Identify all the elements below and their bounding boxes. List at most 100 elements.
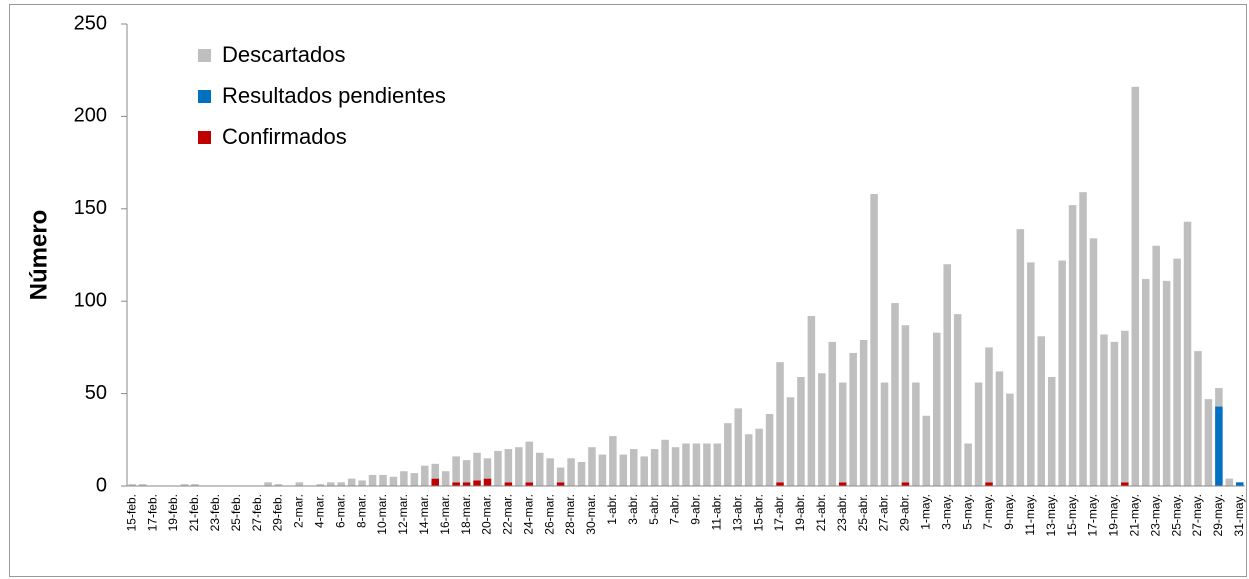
x-tick-label: 17-feb. <box>145 494 159 531</box>
bar <box>734 408 743 486</box>
bar <box>546 458 554 486</box>
bar <box>389 476 398 486</box>
bar <box>974 382 983 486</box>
y-tick-label: 50 <box>85 382 107 404</box>
x-tick-label: 11-abr. <box>710 494 724 530</box>
bar <box>640 456 648 486</box>
bar <box>1131 86 1140 486</box>
x-tick-label: 9-abr. <box>689 494 703 525</box>
legend-swatch <box>198 49 211 62</box>
bar <box>473 480 481 486</box>
bar <box>483 458 492 479</box>
bar <box>838 382 847 483</box>
y-tick-label: 150 <box>74 197 107 219</box>
bar <box>368 474 377 486</box>
x-tick-label: 8-mar. <box>354 494 368 528</box>
bar <box>1173 258 1181 486</box>
bar <box>295 482 304 486</box>
bar <box>316 484 325 486</box>
x-tick-label: 27-feb. <box>250 494 264 531</box>
x-tick-label: 13-may. <box>1044 494 1058 536</box>
bar <box>483 478 492 486</box>
bar <box>1162 280 1171 486</box>
x-tick-label: 28-mar. <box>563 494 577 535</box>
legend-label: Resultados pendientes <box>222 83 446 108</box>
x-tick-label: 13-abr. <box>730 494 744 531</box>
bar <box>828 341 837 486</box>
x-tick-label: 12-mar. <box>396 494 410 535</box>
bar <box>515 447 523 486</box>
bar <box>985 482 993 486</box>
bar <box>682 443 690 486</box>
x-tick-label: 4-mar. <box>312 494 326 528</box>
legend-swatch <box>198 90 211 103</box>
x-tick-label: 14-mar. <box>417 494 431 535</box>
bar <box>535 452 544 486</box>
y-axis-label: Número <box>25 210 52 301</box>
x-tick-label: 18-mar. <box>459 494 473 535</box>
x-tick-label: 10-mar. <box>375 494 389 535</box>
bar <box>1058 260 1066 486</box>
bar <box>849 352 857 486</box>
bar <box>347 478 356 486</box>
legend-label: Descartados <box>222 42 346 67</box>
bar <box>494 450 502 486</box>
bar <box>191 484 199 486</box>
x-tick-label: 25-feb. <box>229 494 243 531</box>
bar <box>1204 399 1213 486</box>
bar <box>724 423 732 486</box>
bar <box>1110 341 1119 486</box>
bar <box>410 473 419 486</box>
x-tick-label: 26-mar. <box>542 494 556 535</box>
bar <box>1037 336 1046 486</box>
legend-swatch <box>198 131 211 144</box>
x-tick-label: 27-abr. <box>877 494 891 531</box>
bar <box>880 382 889 486</box>
x-tick-label: 16-mar. <box>438 494 452 535</box>
bar <box>703 443 711 486</box>
bar <box>838 482 847 486</box>
bar <box>692 443 701 486</box>
y-tick-label: 100 <box>74 289 107 311</box>
bar <box>765 413 774 486</box>
bar <box>797 376 805 486</box>
x-tick-label: 19-abr. <box>793 494 807 531</box>
x-tick-label: 7-may. <box>981 494 995 530</box>
x-tick-label: 1-abr. <box>605 494 619 525</box>
bar <box>859 340 868 486</box>
x-tick-label: 29-abr. <box>898 494 912 531</box>
bar <box>128 484 136 486</box>
bar <box>933 332 941 486</box>
x-tick-label: 19-feb. <box>166 494 180 531</box>
y-tick-label: 0 <box>96 474 107 496</box>
y-tick-label: 250 <box>74 12 107 34</box>
bar <box>870 194 878 487</box>
x-tick-label: 15-abr. <box>751 494 765 531</box>
bar <box>180 484 189 486</box>
x-tick-label: 29-may. <box>1211 494 1225 536</box>
x-tick-label: 21-abr. <box>814 494 828 531</box>
bar <box>891 303 899 486</box>
bar <box>452 456 460 483</box>
x-tick-label: 27-may. <box>1190 494 1204 536</box>
bar <box>138 484 147 486</box>
bar <box>504 449 513 483</box>
x-tick-label: 15-feb. <box>124 494 138 531</box>
bar <box>807 315 816 486</box>
x-tick-label: 23-abr. <box>835 494 849 531</box>
x-tick-label: 23-may. <box>1148 494 1162 536</box>
bar <box>776 482 784 486</box>
x-tick-label: 3-abr. <box>626 494 640 525</box>
bar <box>1194 351 1202 486</box>
x-tick-label: 31-may. <box>1232 494 1246 536</box>
x-tick-label: 20-mar. <box>480 494 494 535</box>
bar <box>598 454 607 486</box>
bar <box>901 325 910 483</box>
bar <box>995 371 1004 486</box>
bar <box>776 362 784 483</box>
y-tick-label: 200 <box>74 105 107 127</box>
bar <box>556 467 565 483</box>
bar <box>473 452 481 481</box>
x-tick-label: 19-may. <box>1107 494 1121 536</box>
